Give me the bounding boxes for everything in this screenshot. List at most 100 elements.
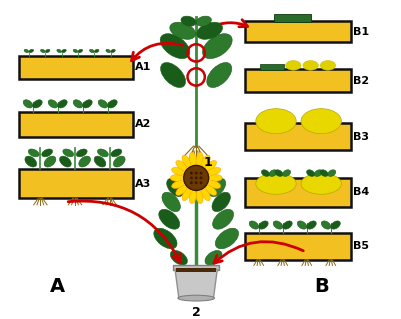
Text: B5: B5: [353, 241, 369, 251]
Ellipse shape: [23, 100, 32, 108]
Ellipse shape: [42, 149, 53, 157]
Bar: [19, 112, 133, 137]
Ellipse shape: [297, 221, 307, 229]
Ellipse shape: [83, 100, 92, 108]
Ellipse shape: [205, 160, 217, 171]
Circle shape: [184, 166, 209, 190]
Bar: [259, 64, 284, 70]
Ellipse shape: [111, 49, 115, 53]
Ellipse shape: [106, 49, 110, 53]
Text: B1: B1: [353, 27, 369, 37]
Text: A3: A3: [135, 179, 151, 189]
Ellipse shape: [78, 49, 83, 53]
Ellipse shape: [154, 228, 177, 249]
Ellipse shape: [256, 109, 296, 134]
Ellipse shape: [275, 170, 283, 176]
Ellipse shape: [303, 61, 318, 70]
Ellipse shape: [331, 221, 340, 229]
Ellipse shape: [259, 221, 268, 229]
Ellipse shape: [89, 49, 94, 53]
Ellipse shape: [76, 149, 87, 157]
Circle shape: [195, 172, 198, 174]
Ellipse shape: [45, 49, 50, 53]
Ellipse shape: [113, 156, 125, 167]
Ellipse shape: [307, 170, 315, 176]
Ellipse shape: [321, 221, 331, 229]
Text: A2: A2: [135, 119, 151, 129]
Text: B3: B3: [353, 131, 369, 142]
Ellipse shape: [205, 250, 222, 265]
Ellipse shape: [98, 100, 108, 108]
Ellipse shape: [212, 192, 231, 211]
Ellipse shape: [178, 295, 215, 301]
Ellipse shape: [170, 174, 184, 181]
Ellipse shape: [209, 174, 222, 181]
Ellipse shape: [320, 61, 336, 70]
Ellipse shape: [215, 228, 239, 249]
Ellipse shape: [189, 190, 196, 204]
Ellipse shape: [328, 170, 336, 176]
Ellipse shape: [41, 49, 45, 53]
Ellipse shape: [320, 170, 328, 176]
Ellipse shape: [172, 181, 184, 189]
Ellipse shape: [196, 16, 211, 26]
Bar: [176, 268, 217, 272]
Circle shape: [195, 181, 198, 184]
Ellipse shape: [94, 49, 99, 53]
Ellipse shape: [172, 167, 184, 175]
Bar: [19, 56, 133, 79]
Circle shape: [200, 176, 203, 179]
Ellipse shape: [167, 178, 183, 197]
Ellipse shape: [48, 100, 58, 108]
Ellipse shape: [301, 173, 341, 194]
Ellipse shape: [283, 221, 292, 229]
Bar: [245, 233, 351, 260]
Ellipse shape: [159, 209, 180, 229]
Ellipse shape: [283, 170, 291, 176]
Polygon shape: [175, 269, 217, 298]
Ellipse shape: [273, 221, 283, 229]
Ellipse shape: [161, 63, 186, 87]
Ellipse shape: [28, 149, 39, 157]
Ellipse shape: [182, 155, 191, 167]
Ellipse shape: [196, 190, 203, 204]
Ellipse shape: [160, 34, 190, 59]
Ellipse shape: [203, 34, 232, 59]
Ellipse shape: [209, 178, 226, 197]
Ellipse shape: [24, 49, 29, 53]
Ellipse shape: [301, 109, 341, 134]
Ellipse shape: [44, 156, 56, 167]
Ellipse shape: [201, 189, 210, 201]
Bar: [274, 14, 311, 22]
Ellipse shape: [170, 22, 196, 39]
Ellipse shape: [73, 49, 78, 53]
Ellipse shape: [196, 152, 203, 166]
Text: B2: B2: [353, 76, 369, 86]
Ellipse shape: [170, 250, 187, 265]
Ellipse shape: [205, 185, 217, 195]
Ellipse shape: [181, 16, 196, 26]
Ellipse shape: [176, 185, 187, 195]
Ellipse shape: [307, 221, 316, 229]
Ellipse shape: [213, 209, 233, 229]
Ellipse shape: [59, 156, 71, 167]
Circle shape: [190, 172, 193, 174]
Bar: [19, 169, 133, 198]
Circle shape: [200, 172, 203, 174]
Ellipse shape: [62, 49, 66, 53]
Ellipse shape: [73, 100, 83, 108]
Ellipse shape: [58, 100, 67, 108]
Ellipse shape: [197, 22, 223, 39]
Ellipse shape: [314, 170, 322, 176]
Ellipse shape: [97, 149, 108, 157]
Ellipse shape: [208, 167, 221, 175]
Circle shape: [195, 176, 198, 179]
Ellipse shape: [108, 100, 117, 108]
Ellipse shape: [79, 156, 91, 167]
Ellipse shape: [286, 61, 301, 70]
Bar: [245, 21, 351, 42]
Ellipse shape: [182, 189, 191, 201]
Circle shape: [200, 181, 203, 184]
Bar: [245, 178, 351, 207]
Ellipse shape: [29, 49, 34, 53]
